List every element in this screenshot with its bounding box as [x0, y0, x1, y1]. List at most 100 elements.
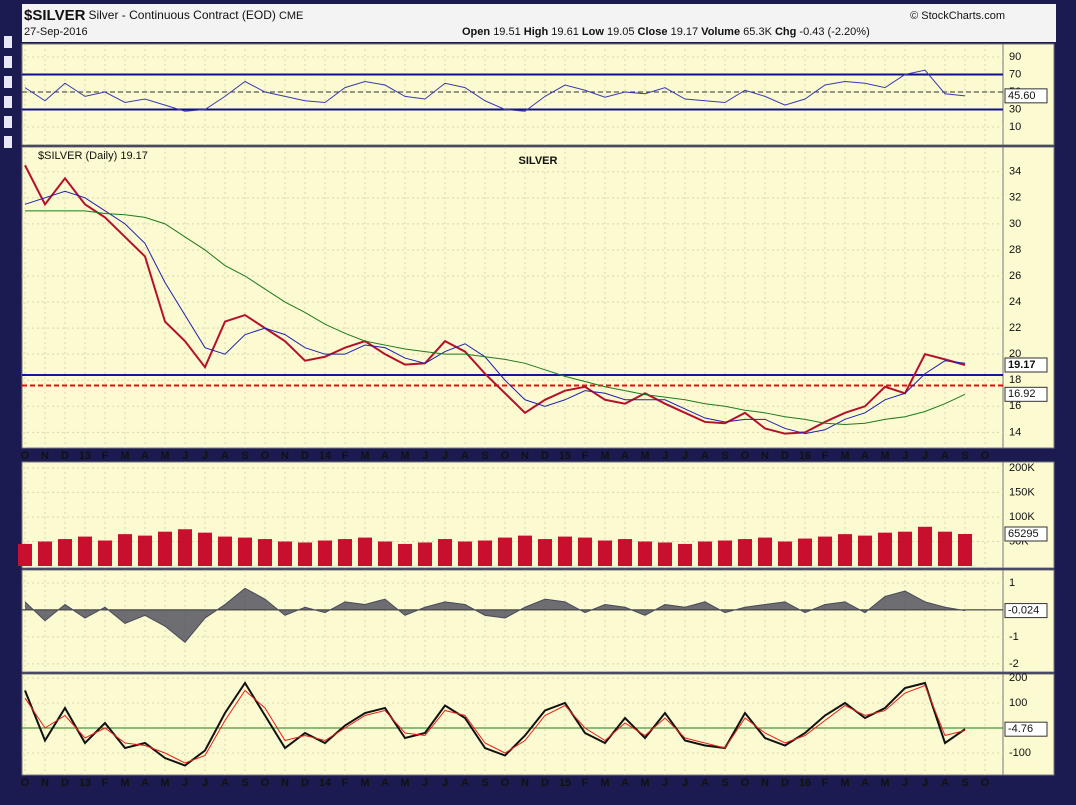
area-segment: [185, 609, 205, 643]
copyright: © StockCharts.com: [910, 10, 1005, 22]
x-tick-label: 13: [79, 777, 91, 789]
stat-value: 19.51: [493, 26, 521, 38]
bar: [58, 539, 72, 567]
bar: [398, 543, 412, 567]
stat-label: Low: [582, 26, 604, 38]
x-tick-label: 14: [319, 777, 332, 789]
x-tick-label: A: [221, 450, 229, 462]
x-tick-label: 15: [559, 777, 571, 789]
x-tick-label: 14: [319, 450, 332, 462]
x-tick-label: D: [541, 777, 549, 789]
area-segment: [685, 601, 705, 610]
x-tick-label: J: [422, 450, 428, 462]
panel: [21, 43, 1055, 146]
x-tick-label: A: [381, 777, 389, 789]
x-tick-label: N: [41, 777, 49, 789]
x-tick-label: N: [521, 450, 529, 462]
area-segment: [765, 601, 785, 610]
last-value-box: [1004, 603, 1048, 619]
x-tick-label: F: [822, 777, 829, 789]
bar: [298, 542, 312, 567]
x-tick-label: O: [21, 450, 30, 462]
area-segment: [225, 588, 245, 610]
x-tick-label: M: [600, 777, 609, 789]
side-icons: [4, 36, 12, 148]
bar: [78, 536, 92, 567]
x-tick-label: J: [662, 450, 668, 462]
area-segment: [545, 599, 565, 610]
bar: [318, 540, 332, 567]
bar: [818, 536, 832, 567]
date: 27-Sep-2016: [24, 26, 88, 38]
x-tick-label: A: [621, 450, 629, 462]
x-tick-label: F: [102, 777, 109, 789]
bar: [498, 537, 512, 567]
x-tick-label: 15: [559, 450, 571, 462]
x-tick-label: M: [360, 450, 369, 462]
area-segment: [125, 609, 145, 624]
x-tick-label: M: [360, 777, 369, 789]
bar: [578, 537, 592, 567]
series-line: [24, 587, 966, 644]
stat-value: 19.61: [551, 26, 579, 38]
area-segment: [425, 601, 445, 610]
header-title: $SILVER Silver - Continuous Contract (EO…: [24, 7, 303, 24]
area-segment: [805, 604, 825, 613]
bar: [938, 531, 952, 567]
x-tick-label: A: [461, 777, 469, 789]
x-tick-label: J: [182, 777, 188, 789]
area-segment: [165, 609, 185, 643]
bar: [338, 539, 352, 567]
x-tick-label: F: [102, 450, 109, 462]
last-value-box: [1004, 357, 1048, 373]
bar: [438, 539, 452, 567]
y-tick-label: 20: [1009, 348, 1021, 360]
last-value-label: -0.024: [1008, 604, 1039, 616]
x-tick-label: D: [781, 450, 789, 462]
last-value-label: 65295: [1008, 528, 1039, 540]
stat-label: Volume: [701, 26, 740, 38]
exchange: CME: [279, 10, 303, 22]
x-tick-label: N: [281, 777, 289, 789]
last-value-label: 45.60: [1008, 90, 1036, 102]
bar: [238, 537, 252, 567]
x-tick-label: A: [701, 777, 709, 789]
area-segment: [525, 599, 545, 610]
bar: [638, 541, 652, 567]
bar: [618, 539, 632, 567]
x-tick-label: J: [442, 777, 448, 789]
description: Silver - Continuous Contract (EOD): [88, 8, 275, 22]
x-tick-label: A: [621, 777, 629, 789]
bar: [458, 541, 472, 567]
y-tick-label: 10: [1009, 121, 1021, 133]
bar: [218, 536, 232, 567]
x-tick-label: M: [640, 450, 649, 462]
bar: [598, 540, 612, 567]
last-value-box: [1004, 88, 1048, 104]
bar: [678, 543, 692, 567]
bar: [18, 543, 32, 567]
y-tick-label: 200: [1009, 672, 1027, 684]
y-tick-label: 24: [1009, 296, 1021, 308]
x-tick-label: O: [981, 777, 990, 789]
y-tick-label: 18: [1009, 374, 1021, 386]
x-tick-label: O: [501, 450, 510, 462]
x-tick-label: O: [261, 777, 270, 789]
bar: [878, 532, 892, 567]
area-segment: [245, 588, 265, 610]
x-tick-label: 16: [799, 777, 811, 789]
x-tick-label: J: [422, 777, 428, 789]
bar: [738, 539, 752, 567]
area-segment: [585, 604, 605, 613]
stat-value: 65.3K: [743, 26, 772, 38]
bar: [478, 540, 492, 567]
area-segment: [605, 604, 625, 610]
bar: [918, 526, 932, 567]
x-tick-label: J: [182, 450, 188, 462]
area-segment: [665, 604, 685, 610]
bar: [958, 533, 972, 567]
x-tick-label: S: [721, 777, 728, 789]
symbol: $SILVER: [24, 7, 86, 24]
x-tick-label: O: [21, 777, 30, 789]
